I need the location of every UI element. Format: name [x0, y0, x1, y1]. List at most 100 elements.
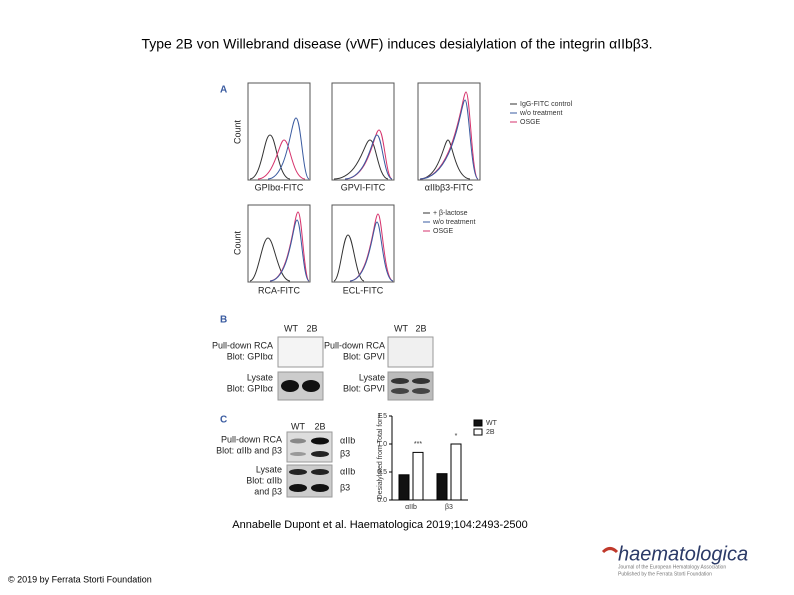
- logo-name: haematologica: [618, 543, 748, 565]
- logo: haematologica Journal of the European He…: [601, 543, 748, 577]
- histogram-curve: [269, 219, 310, 282]
- histogram-curve: [333, 139, 389, 180]
- y-tick-label: 1.0: [377, 441, 387, 448]
- band: [289, 469, 307, 475]
- band-label: β3: [340, 448, 350, 458]
- blot: [286, 431, 333, 463]
- blot-label: Blot: GPIbα: [227, 351, 273, 361]
- blot-label: Blot: GPIbα: [227, 383, 273, 393]
- band: [311, 469, 329, 475]
- axis-label: αIIbβ3-FITC: [425, 182, 474, 192]
- blot-label: Pull-down RCA: [212, 340, 273, 350]
- band: [302, 380, 320, 392]
- legend-label: + β-lactose: [433, 210, 468, 217]
- y-tick-label: 0.5: [377, 469, 387, 476]
- legend-label: OSGE: [433, 228, 454, 235]
- histogram-curve: [257, 139, 306, 180]
- histogram-curve: [349, 213, 394, 282]
- histogram-curve: [419, 91, 479, 180]
- histogram-curve: [249, 134, 291, 180]
- legend: IgG-FITC control w/o treatment OSGE + β-…: [423, 101, 573, 235]
- blot-label: Lysate: [256, 464, 282, 474]
- legend-label: w/o treatment: [432, 219, 475, 226]
- plot-frame: [247, 82, 311, 181]
- y-tick-label: 0.0: [377, 497, 387, 504]
- band: [311, 484, 329, 492]
- blots: [286, 431, 333, 498]
- axis-label: GPIbα-FITC: [255, 182, 304, 192]
- axis-label: Count: [232, 120, 242, 145]
- blot-label: Lysate: [359, 372, 385, 382]
- legend-label: IgG-FITC control: [520, 101, 573, 108]
- bar: [398, 474, 410, 501]
- logo-tagline: Journal of the European Hematology Assoc…: [618, 564, 726, 570]
- blots: [277, 336, 434, 401]
- blot-label: Blot: αIIb: [246, 475, 282, 485]
- plot-frame: [331, 82, 395, 181]
- blot: [387, 336, 434, 368]
- x-tick-label: β3: [445, 504, 453, 511]
- lane-label: WT: [394, 323, 408, 333]
- band: [391, 388, 409, 394]
- band: [311, 451, 329, 457]
- band: [391, 378, 409, 384]
- legend-label: WT: [486, 420, 498, 427]
- panel-label: B: [220, 315, 227, 326]
- blot: [277, 336, 324, 368]
- band: [290, 438, 306, 444]
- histogram-curve: [419, 99, 479, 180]
- citation: Annabelle Dupont et al. Haematologica 20…: [232, 519, 527, 531]
- band: [289, 484, 307, 492]
- legend-swatch: [473, 419, 483, 427]
- bar-chart: 0.0 0.5 1.0 1.5 αIIb *** β3 * WT 2B: [377, 413, 497, 511]
- slide-title: Type 2B von Willebrand disease (vWF) ind…: [141, 36, 652, 52]
- legend-label: w/o treatment: [519, 110, 562, 117]
- lane-label: WT: [284, 323, 298, 333]
- y-tick-label: 1.5: [377, 413, 387, 420]
- significance-label: *: [455, 433, 458, 440]
- histograms: [247, 82, 481, 283]
- lane-label: 2B: [314, 421, 325, 431]
- band-label: αIIb: [340, 435, 355, 445]
- axis-label: ECL-FITC: [343, 285, 384, 295]
- bar: [412, 451, 424, 501]
- blot-label: and β3: [254, 486, 282, 496]
- axis-label: Count: [232, 231, 242, 256]
- band: [412, 378, 430, 384]
- histogram-curve: [249, 237, 291, 282]
- band: [412, 388, 430, 394]
- logo-mark: [601, 547, 619, 554]
- plot-frame: [247, 204, 311, 283]
- axis-label: Desialylated from Total form: [377, 413, 384, 500]
- legend-label: OSGE: [520, 119, 541, 126]
- blot-label: Pull-down RCA: [324, 340, 385, 350]
- blot: [387, 371, 434, 401]
- blot-label: Blot: GPVI: [343, 383, 385, 393]
- histogram-curve: [344, 134, 393, 180]
- panel-label: A: [220, 85, 227, 96]
- band-label: β3: [340, 482, 350, 492]
- blot-label: Lysate: [247, 372, 273, 382]
- blot-label: Blot: αIIb and β3: [216, 445, 282, 455]
- axis-label: RCA-FITC: [258, 285, 300, 295]
- band: [281, 380, 299, 392]
- logo-tagline: Published by the Ferrata Storti Foundati…: [618, 571, 712, 577]
- significance-label: ***: [414, 441, 422, 448]
- blot-label: Pull-down RCA: [221, 434, 282, 444]
- legend-swatch: [473, 428, 483, 436]
- histogram-curve: [419, 139, 471, 180]
- band-label: αIIb: [340, 466, 355, 476]
- lane-label: WT: [291, 421, 305, 431]
- plot-frame: [331, 204, 395, 283]
- histogram-curve: [333, 234, 365, 282]
- axis-label: GPVI-FITC: [341, 182, 386, 192]
- lane-label: 2B: [415, 323, 426, 333]
- bar: [436, 473, 448, 501]
- band: [290, 452, 306, 456]
- footer: © 2019 by Ferrata Storti Foundation: [8, 574, 152, 584]
- blot-label: Blot: GPVI: [343, 351, 385, 361]
- band: [311, 437, 329, 445]
- bar: [450, 443, 462, 501]
